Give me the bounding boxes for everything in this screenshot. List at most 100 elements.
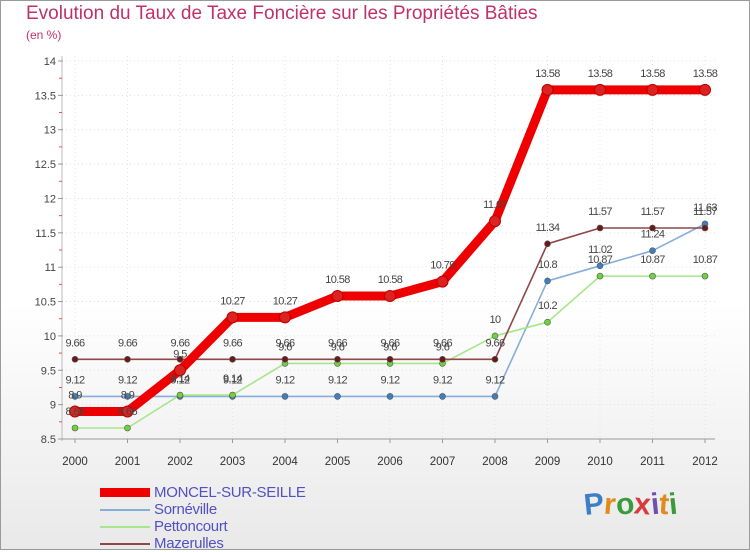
data-point	[386, 355, 394, 363]
data-point	[229, 391, 236, 399]
data-point	[544, 240, 551, 248]
data-label: 10.79	[430, 260, 455, 272]
data-label: 9.12	[485, 374, 504, 386]
data-label: 9.12	[223, 374, 242, 386]
legend-swatch	[100, 525, 150, 528]
data-point	[491, 355, 499, 363]
data-label: 11.63	[693, 202, 717, 214]
data-point	[701, 224, 709, 232]
x-tick-label: 2000	[62, 456, 88, 468]
legend-item: Pettoncourt	[100, 518, 306, 535]
legend-label: Sornéville	[154, 501, 217, 518]
y-tick-label: 9.5	[41, 365, 56, 377]
legend-label: MONCEL-SUR-SEILLE	[154, 484, 306, 501]
data-label: 9.66	[380, 337, 399, 349]
y-tick-label: 11	[45, 262, 56, 274]
data-point	[436, 275, 449, 288]
y-tick-label: 9	[50, 400, 56, 412]
data-label: 9.66	[170, 337, 189, 349]
x-tick-label: 2007	[430, 456, 456, 468]
data-label: 10	[489, 314, 501, 326]
data-label: 8.9	[68, 390, 82, 402]
data-label: 11.57	[588, 206, 612, 218]
legend-label: Mazerulles	[154, 535, 224, 552]
data-label: 9.66	[275, 337, 294, 349]
data-point	[386, 393, 394, 400]
data-point	[281, 355, 289, 363]
data-point	[176, 355, 184, 363]
data-label: 10.87	[693, 254, 718, 266]
data-label: 10.58	[325, 274, 350, 286]
data-label: 9.12	[170, 374, 189, 386]
legend-swatch	[100, 508, 150, 511]
x-tick-label: 2011	[640, 456, 665, 468]
data-point	[71, 355, 79, 363]
x-tick-label: 2003	[220, 456, 246, 468]
data-point	[439, 355, 446, 363]
data-label: 10.58	[378, 274, 403, 286]
y-tick-label: 10.5	[35, 297, 56, 309]
y-tick-label: 14	[44, 56, 56, 68]
data-point	[124, 393, 131, 400]
data-label: 11.67	[483, 199, 507, 211]
data-point	[544, 277, 551, 285]
data-point	[226, 311, 239, 324]
data-label: 9.66	[485, 337, 504, 349]
data-point	[596, 262, 604, 270]
data-point	[649, 224, 656, 232]
data-label: 8.66	[118, 406, 137, 418]
data-label: 11.24	[641, 229, 665, 241]
data-label: 9.66	[328, 337, 347, 349]
data-label: 9.66	[65, 337, 84, 349]
data-point	[649, 272, 656, 280]
data-label: 9.12	[118, 374, 137, 386]
x-tick-label: 2004	[272, 456, 298, 468]
data-label: 9.66	[433, 337, 452, 349]
data-label: 11.02	[588, 244, 612, 256]
data-label: 11.57	[693, 206, 717, 218]
legend: MONCEL-SUR-SEILLE Sornéville Pettoncourt Ma…	[100, 484, 306, 552]
data-point	[649, 247, 656, 254]
data-label: 9.14	[170, 373, 189, 385]
data-point	[544, 318, 551, 326]
data-label: 9.12	[65, 374, 84, 386]
data-label: 10.27	[273, 295, 298, 307]
data-point	[384, 290, 396, 303]
y-tick-label: 13.5	[35, 90, 56, 102]
data-label: 8.66	[65, 406, 84, 418]
data-label: 9.6	[331, 341, 345, 353]
x-tick-label: 2008	[482, 456, 508, 468]
data-label: 9.66	[223, 337, 242, 349]
legend-label: Pettoncourt	[154, 518, 228, 535]
data-label: 13.58	[693, 68, 718, 80]
data-point	[71, 393, 79, 400]
data-label: 10.27	[220, 295, 245, 307]
data-point	[334, 355, 341, 363]
data-point	[596, 272, 604, 280]
data-label: 8.9	[121, 390, 135, 402]
data-label: 11.57	[641, 206, 665, 218]
data-point	[596, 224, 604, 232]
data-point	[71, 424, 79, 432]
data-point	[594, 83, 606, 96]
data-label: 10.87	[640, 254, 665, 266]
logo-letter: i	[667, 487, 680, 522]
data-label: 10.87	[588, 254, 613, 266]
data-point	[281, 393, 289, 400]
data-point	[124, 424, 131, 432]
x-tick-label: 2005	[325, 456, 351, 468]
data-label: 9.12	[433, 374, 452, 386]
y-tick-label: 11.5	[35, 228, 56, 240]
y-tick-label: 13	[44, 125, 56, 137]
y-tick-label: 12	[44, 193, 56, 205]
data-point	[174, 364, 186, 377]
data-point	[489, 215, 501, 228]
data-point	[121, 405, 134, 418]
y-tick-label: 8.5	[41, 434, 56, 446]
data-label: 9.66	[118, 337, 137, 349]
data-point	[69, 405, 81, 418]
y-tick-label: 10	[44, 331, 56, 343]
data-label: 11.34	[536, 222, 560, 234]
data-point	[334, 393, 341, 400]
data-label: 10.2	[538, 300, 557, 312]
